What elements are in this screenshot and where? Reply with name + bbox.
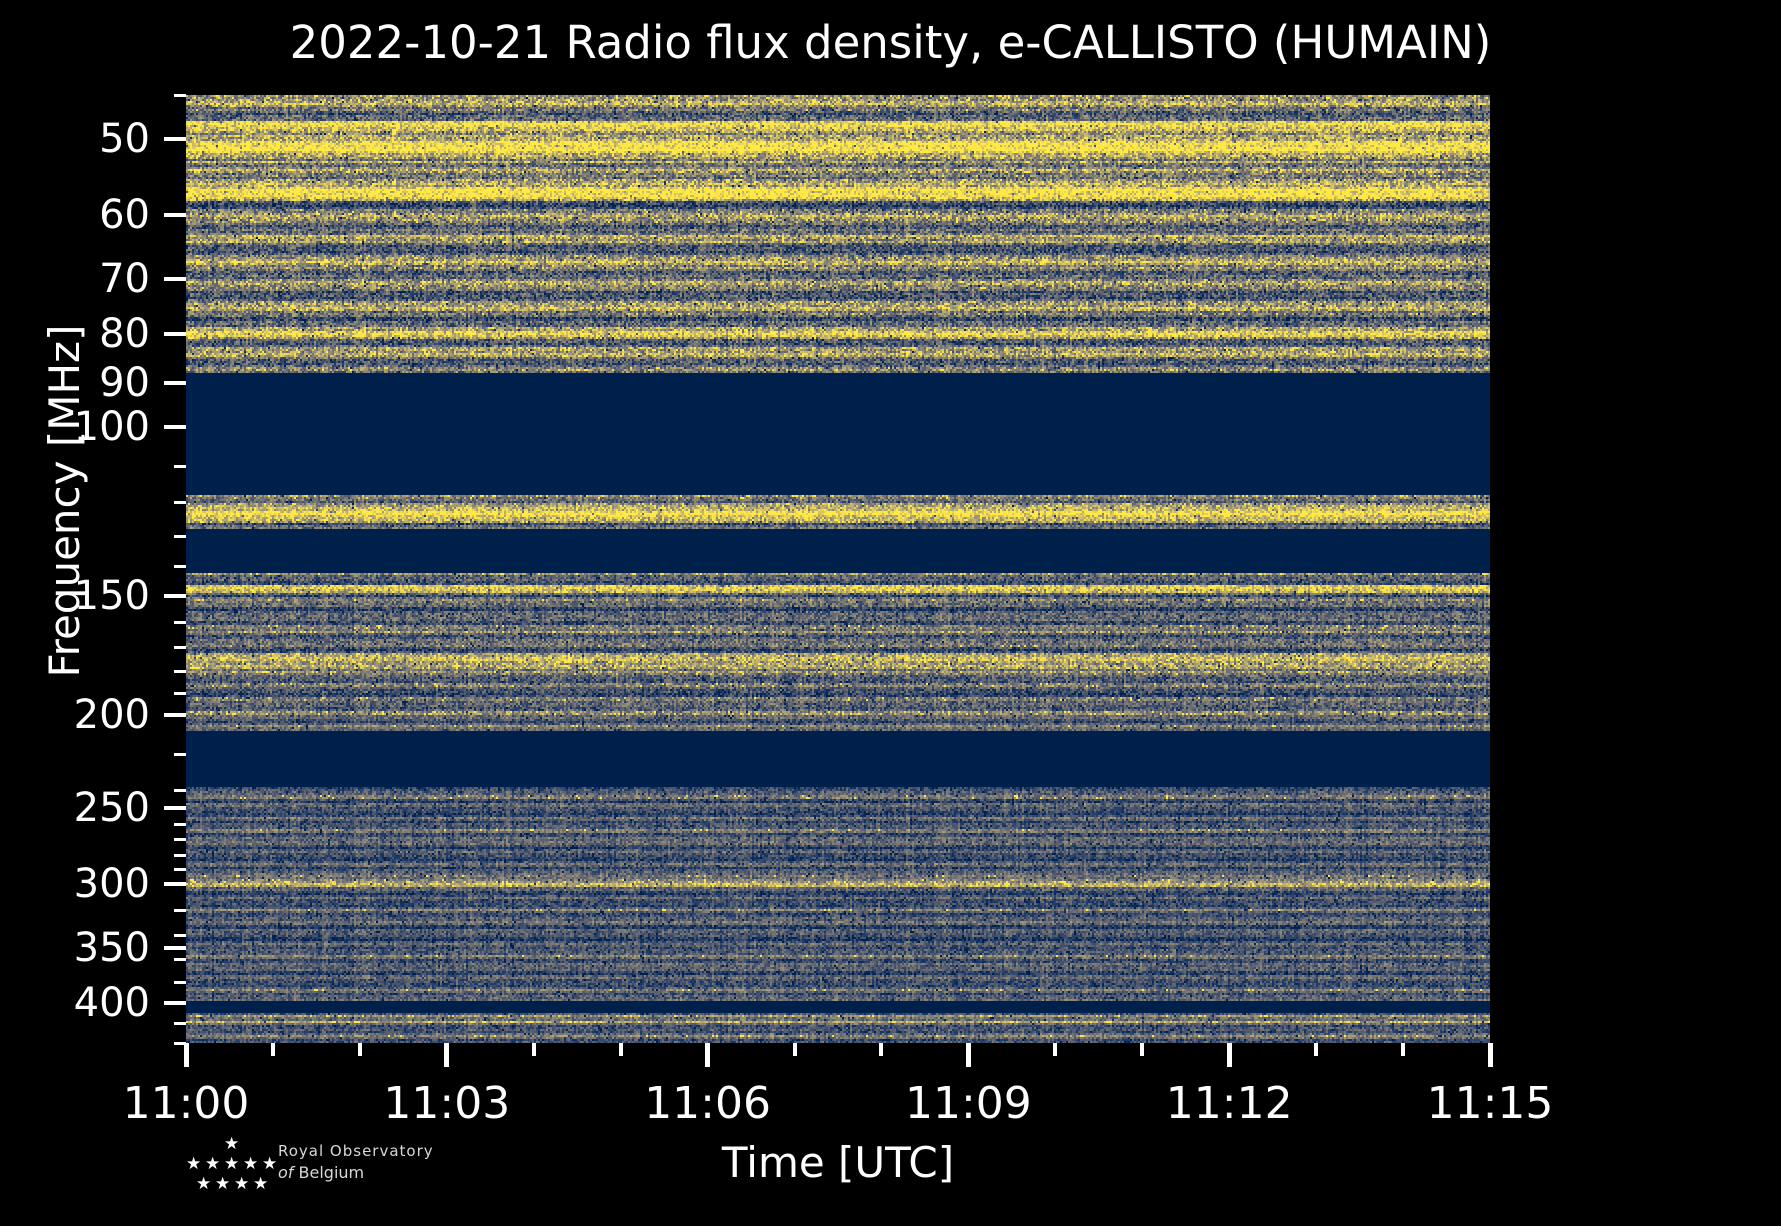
x-minor-tick-mark: [1053, 1043, 1058, 1056]
y-tick-label: 300: [73, 860, 150, 907]
y-tick-mark: [164, 136, 186, 141]
y-tick-label: 250: [73, 784, 150, 831]
x-tick-mark: [183, 1043, 189, 1067]
star-icon: ★: [186, 1154, 202, 1174]
y-tick-mark: [164, 713, 186, 718]
star-icon: ★: [224, 1134, 240, 1154]
y-minor-tick-mark: [174, 853, 186, 857]
star-icon: ★: [205, 1154, 221, 1174]
x-tick-mark: [1487, 1043, 1493, 1067]
x-axis-label: Time [UTC]: [721, 1138, 955, 1187]
y-minor-tick-mark: [174, 838, 186, 842]
y-minor-tick-mark: [174, 565, 186, 569]
y-tick-mark: [164, 381, 186, 386]
logo-line-2: of Belgium: [278, 1162, 468, 1184]
y-tick-mark: [164, 276, 186, 281]
y-minor-tick-mark: [174, 669, 186, 673]
y-minor-tick-mark: [174, 465, 186, 469]
x-tick-mark: [965, 1043, 971, 1067]
y-minor-tick-mark: [174, 909, 186, 913]
x-minor-tick-mark: [1401, 1043, 1406, 1056]
y-tick-mark: [164, 424, 186, 429]
x-tick-mark: [1226, 1043, 1232, 1067]
x-tick-mark: [705, 1043, 711, 1067]
royal-observatory-logo: ★ ★ ★ ★ ★ ★ ★ ★ ★ ★ Royal Observatory of Belgium: [178, 1136, 468, 1206]
y-tick-mark: [164, 212, 186, 217]
x-minor-tick-mark: [270, 1043, 275, 1056]
x-tick-label: 11:09: [904, 1078, 1032, 1129]
x-minor-tick-mark: [1314, 1043, 1319, 1056]
y-minor-tick-mark: [174, 822, 186, 826]
y-tick-label: 100: [73, 403, 150, 450]
x-minor-tick-mark: [879, 1043, 884, 1056]
y-axis-label: Frequency [MHz]: [40, 324, 89, 678]
y-tick-label: 90: [99, 360, 150, 407]
x-tick-label: 11:15: [1426, 1078, 1554, 1129]
y-tick-mark: [164, 332, 186, 337]
y-tick-mark: [164, 593, 186, 598]
y-minor-tick-mark: [174, 868, 186, 872]
y-tick-mark: [164, 1001, 186, 1006]
x-tick-label: 11:06: [644, 1078, 771, 1129]
spectrogram-image: [186, 95, 1490, 1043]
x-minor-tick-mark: [1140, 1043, 1145, 1056]
y-minor-tick-mark: [174, 501, 186, 505]
y-tick-label: 200: [73, 692, 150, 739]
x-tick-label: 11:00: [122, 1078, 250, 1129]
y-tick-label: 150: [73, 572, 150, 619]
page-title: 2022-10-21 Radio flux density, e-CALLIST…: [289, 16, 1492, 69]
x-tick-mark: [444, 1043, 450, 1067]
y-minor-tick-mark: [174, 934, 186, 938]
x-tick-label: 11:03: [383, 1078, 511, 1129]
y-tick-label: 80: [99, 311, 150, 358]
y-minor-tick-mark: [174, 753, 186, 757]
spectrogram-plot[interactable]: [186, 95, 1490, 1043]
x-tick-label: 11:12: [1165, 1078, 1293, 1129]
y-tick-mark: [164, 945, 186, 950]
y-minor-tick-mark: [174, 1041, 186, 1045]
logo-line-1: Royal Observatory: [278, 1142, 434, 1160]
star-icon: ★: [196, 1174, 212, 1194]
y-tick-label: 350: [73, 924, 150, 971]
logo-text: Royal Observatory of Belgium: [278, 1141, 468, 1184]
y-tick-label: 50: [99, 115, 150, 162]
logo-of-word: of: [278, 1163, 294, 1182]
star-icon: ★: [253, 1174, 269, 1194]
y-tick-label: 400: [73, 980, 150, 1027]
y-minor-tick-mark: [174, 980, 186, 984]
y-minor-tick-mark: [174, 692, 186, 696]
y-tick-mark: [164, 881, 186, 886]
y-tick-label: 60: [99, 191, 150, 238]
x-minor-tick-mark: [618, 1043, 623, 1056]
y-minor-tick-mark: [174, 1022, 186, 1026]
star-icon: ★: [243, 1154, 259, 1174]
y-minor-tick-mark: [174, 534, 186, 538]
y-minor-tick-mark: [174, 646, 186, 650]
stars-icon: ★ ★ ★ ★ ★ ★ ★ ★ ★ ★: [178, 1136, 288, 1198]
x-minor-tick-mark: [792, 1043, 797, 1056]
x-minor-tick-mark: [531, 1043, 536, 1056]
y-tick-label: 70: [99, 255, 150, 302]
star-icon: ★: [224, 1154, 240, 1174]
star-icon: ★: [215, 1174, 231, 1194]
y-minor-tick-mark: [174, 620, 186, 624]
y-tick-mark: [164, 805, 186, 810]
logo-country: Belgium: [298, 1163, 365, 1182]
y-minor-tick-mark: [174, 958, 186, 962]
y-minor-tick-mark: [174, 789, 186, 793]
star-icon: ★: [234, 1174, 250, 1194]
star-icon: ★: [262, 1154, 278, 1174]
x-minor-tick-mark: [357, 1043, 362, 1056]
y-minor-tick-mark: [174, 93, 186, 97]
